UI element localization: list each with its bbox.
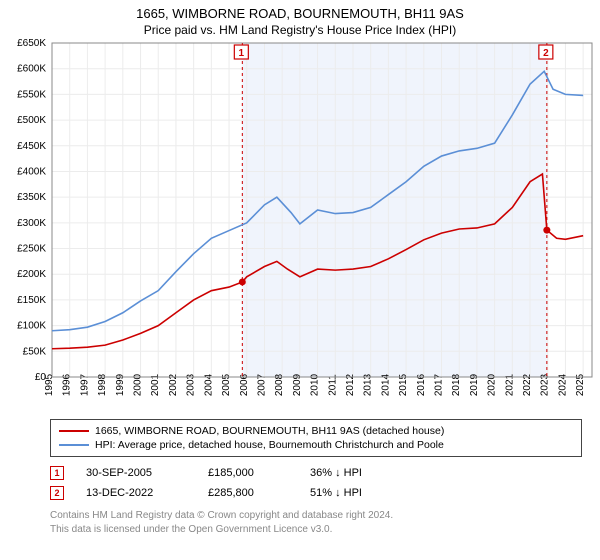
footer-line-1: Contains HM Land Registry data © Crown c… bbox=[50, 509, 582, 523]
svg-text:£450K: £450K bbox=[17, 141, 46, 152]
title-line-2: Price paid vs. HM Land Registry's House … bbox=[0, 23, 600, 37]
svg-text:£350K: £350K bbox=[17, 192, 46, 203]
annotation-marker: 1 bbox=[50, 466, 64, 480]
legend: 1665, WIMBORNE ROAD, BOURNEMOUTH, BH11 9… bbox=[50, 419, 582, 457]
annotation-diff: 36% ↓ HPI bbox=[310, 467, 400, 479]
annotation-diff: 51% ↓ HPI bbox=[310, 487, 400, 499]
svg-text:£600K: £600K bbox=[17, 64, 46, 75]
price-chart: £0£50K£100K£150K£200K£250K£300K£350K£400… bbox=[0, 37, 600, 417]
svg-text:£100K: £100K bbox=[17, 321, 46, 332]
annotation-row: 1 30-SEP-2005 £185,000 36% ↓ HPI bbox=[50, 463, 582, 483]
annotation-price: £185,000 bbox=[208, 467, 288, 479]
annotation-table: 1 30-SEP-2005 £185,000 36% ↓ HPI 2 13-DEC-202… bbox=[50, 463, 582, 503]
legend-row: HPI: Average price, detached house, Bour… bbox=[59, 438, 573, 452]
svg-text:1: 1 bbox=[239, 48, 245, 59]
legend-label: 1665, WIMBORNE ROAD, BOURNEMOUTH, BH11 9… bbox=[95, 425, 444, 437]
title-line-1: 1665, WIMBORNE ROAD, BOURNEMOUTH, BH11 9… bbox=[0, 6, 600, 21]
svg-text:£400K: £400K bbox=[17, 166, 46, 177]
legend-swatch bbox=[59, 444, 89, 446]
legend-swatch bbox=[59, 430, 89, 432]
svg-text:£300K: £300K bbox=[17, 218, 46, 229]
legend-row: 1665, WIMBORNE ROAD, BOURNEMOUTH, BH11 9… bbox=[59, 424, 573, 438]
chart-svg: £0£50K£100K£150K£200K£250K£300K£350K£400… bbox=[0, 37, 600, 417]
legend-label: HPI: Average price, detached house, Bour… bbox=[95, 439, 444, 451]
svg-text:£50K: £50K bbox=[23, 346, 47, 357]
svg-text:£650K: £650K bbox=[17, 38, 46, 49]
annotation-row: 2 13-DEC-2022 £285,800 51% ↓ HPI bbox=[50, 483, 582, 503]
svg-text:£550K: £550K bbox=[17, 89, 46, 100]
annotation-date: 30-SEP-2005 bbox=[86, 467, 186, 479]
svg-text:£150K: £150K bbox=[17, 295, 46, 306]
footer-line-2: This data is licensed under the Open Gov… bbox=[50, 523, 582, 537]
footer-attribution: Contains HM Land Registry data © Crown c… bbox=[50, 509, 582, 536]
annotation-marker: 2 bbox=[50, 486, 64, 500]
annotation-date: 13-DEC-2022 bbox=[86, 487, 186, 499]
svg-text:£500K: £500K bbox=[17, 115, 46, 126]
svg-text:2: 2 bbox=[543, 48, 549, 59]
svg-text:£250K: £250K bbox=[17, 244, 46, 255]
svg-text:£200K: £200K bbox=[17, 269, 46, 280]
annotation-price: £285,800 bbox=[208, 487, 288, 499]
